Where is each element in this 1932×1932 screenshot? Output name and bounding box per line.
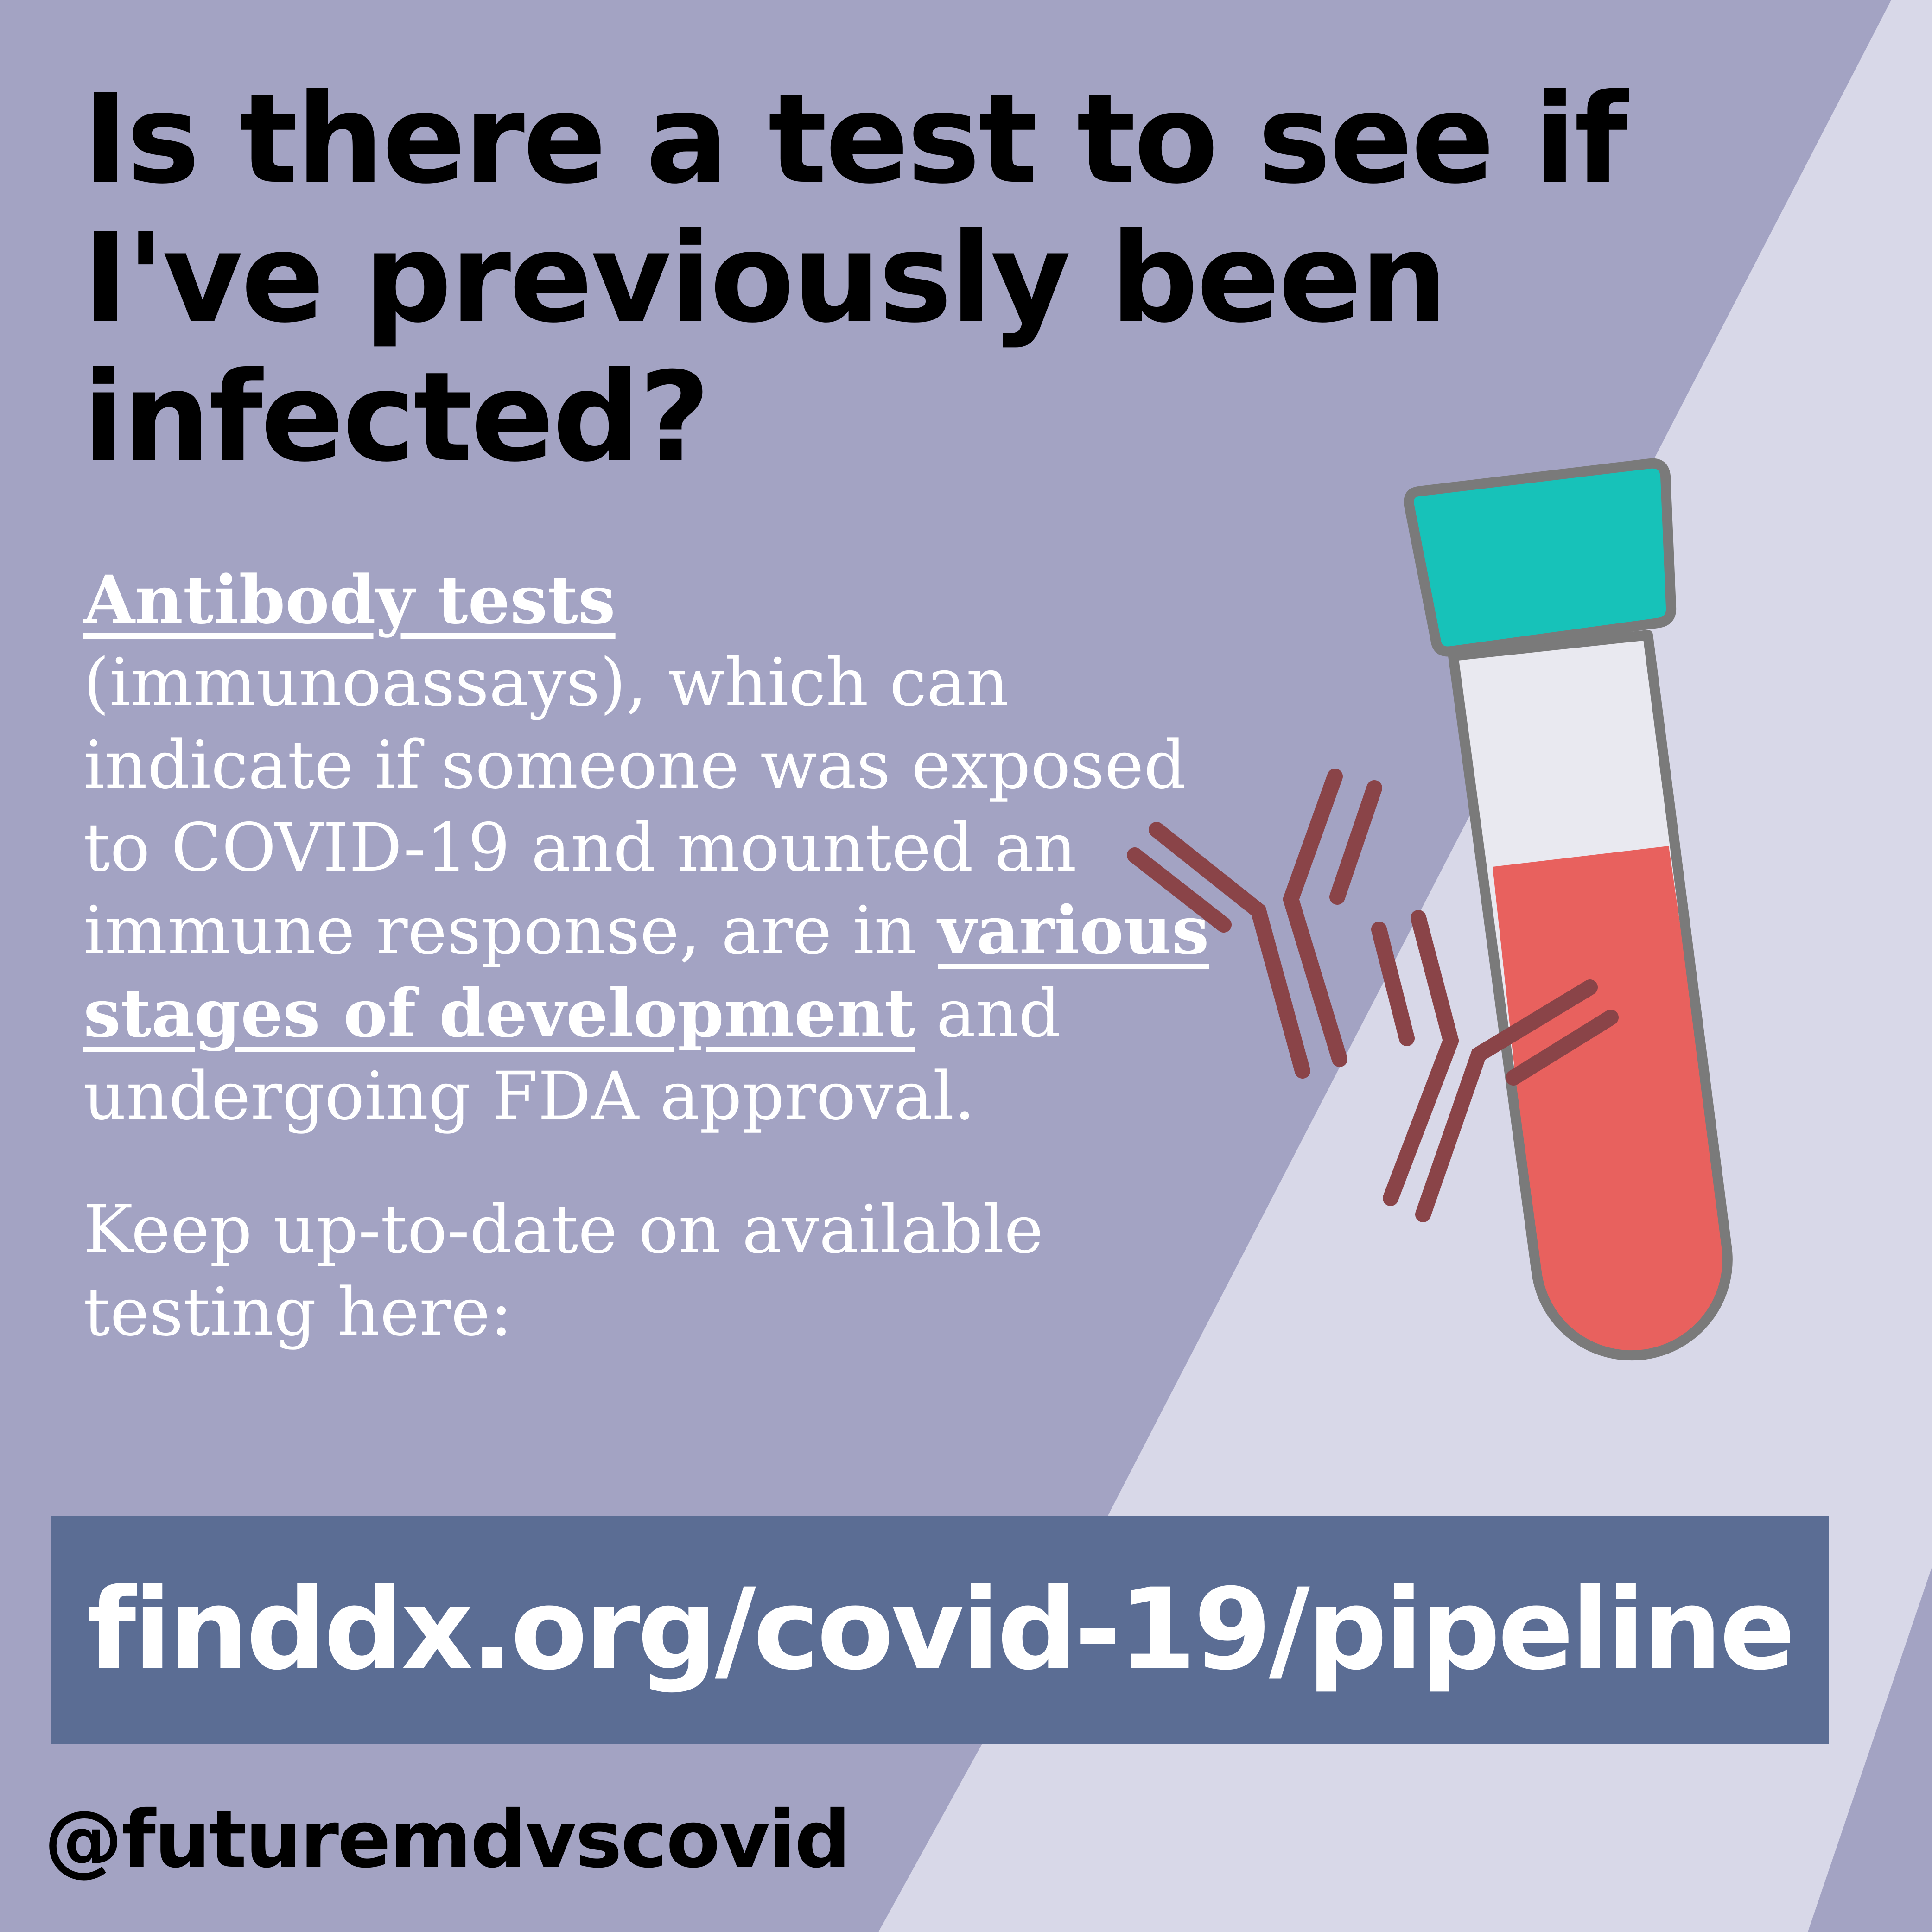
test-tube-icon (1404, 458, 1733, 1361)
antibody-tests-link[interactable]: Antibody tests (83, 561, 616, 639)
antibody-right-arm-lower (1415, 979, 1598, 1222)
body-text-1: (immunoassays), which can indicate if so… (83, 644, 1187, 969)
antibody-left-arm-upper (1283, 769, 1347, 1067)
antibody-left-arm-upper-2 (1329, 780, 1382, 905)
body-paragraph: Antibody tests (immunoassays), which can… (83, 559, 1219, 1138)
body-text-2: and undergoing FDA approval. (83, 975, 1061, 1135)
antibody-right-arm-inner (1371, 922, 1415, 1046)
social-handle: @futuremdvscovid (44, 1794, 851, 1886)
tube-outline (1448, 630, 1733, 1361)
keep-up-text: Keep up-to-date on available testing her… (83, 1191, 1043, 1351)
tube-blood (1493, 846, 1728, 1356)
url-banner[interactable]: finddx.org/covid-19/pipeline (51, 1516, 1829, 1744)
antibody-left-arm-inner (1127, 847, 1232, 933)
url-link[interactable]: finddx.org/covid-19/pipeline (87, 1564, 1795, 1695)
antibody-left-arm-outer (1149, 822, 1310, 1079)
antibody-icon (1127, 769, 1382, 1079)
page-title: Is there a test to see if I've previousl… (83, 67, 1628, 489)
various-stages-link[interactable]: various stages of development (83, 891, 1209, 1052)
antibody-right-arm-lower-2 (1506, 1010, 1619, 1086)
body-text: Antibody tests (immunoassays), which can… (83, 559, 1219, 1354)
antibody-icon (1371, 910, 1619, 1222)
antibody-right-arm-outer (1383, 910, 1459, 1206)
tube-cap (1404, 458, 1677, 657)
